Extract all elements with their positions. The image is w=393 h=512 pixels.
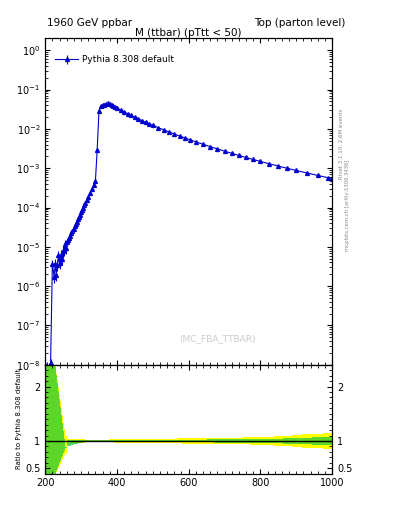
- Text: 1960 GeV ppbar: 1960 GeV ppbar: [47, 18, 132, 28]
- Text: Top (parton level): Top (parton level): [254, 18, 346, 28]
- Text: mcplots.cern.ch [arXiv:1306.3436]: mcplots.cern.ch [arXiv:1306.3436]: [345, 159, 350, 250]
- Legend: Pythia 8.308 default: Pythia 8.308 default: [53, 53, 177, 67]
- Y-axis label: Ratio to Pythia 8.308 default: Ratio to Pythia 8.308 default: [16, 369, 22, 470]
- Text: Rivet 3.1.10, 2.6M events: Rivet 3.1.10, 2.6M events: [339, 108, 344, 179]
- Text: (MC_FBA_TTBAR): (MC_FBA_TTBAR): [179, 334, 255, 343]
- Title: M (ttbar) (pTtt < 50): M (ttbar) (pTtt < 50): [136, 28, 242, 37]
